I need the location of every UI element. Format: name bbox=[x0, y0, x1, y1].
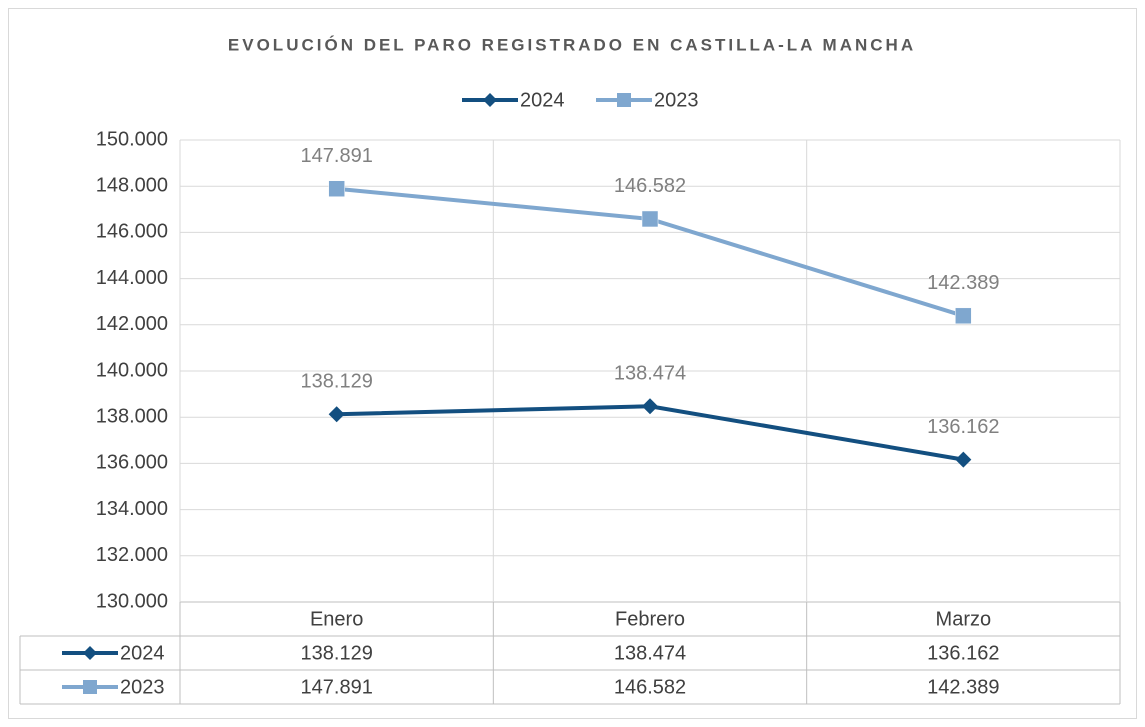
data-label: 146.582 bbox=[614, 175, 686, 197]
x-tick-label: Enero bbox=[310, 608, 363, 630]
table-cell: 147.891 bbox=[301, 676, 373, 698]
marker bbox=[955, 307, 972, 325]
table-series-name: 2024 bbox=[120, 642, 165, 664]
chart-border bbox=[8, 8, 1137, 719]
x-tick-label: Febrero bbox=[615, 608, 685, 630]
table-cell: 142.389 bbox=[927, 676, 999, 698]
marker bbox=[641, 210, 659, 228]
y-tick-label: 134.000 bbox=[96, 498, 168, 520]
table-cell: 146.582 bbox=[614, 676, 686, 698]
y-tick-label: 130.000 bbox=[96, 590, 168, 612]
y-tick-label: 150.000 bbox=[96, 128, 168, 150]
y-tick-label: 148.000 bbox=[96, 174, 168, 196]
y-tick-label: 138.000 bbox=[96, 405, 168, 427]
x-tick-label: Marzo bbox=[936, 608, 992, 630]
data-label: 147.891 bbox=[301, 145, 373, 167]
legend-marker bbox=[83, 646, 97, 660]
table-cell: 136.162 bbox=[927, 642, 999, 664]
y-tick-label: 140.000 bbox=[96, 359, 168, 381]
y-tick-label: 132.000 bbox=[96, 544, 168, 566]
data-label: 136.162 bbox=[927, 416, 999, 438]
marker bbox=[328, 406, 345, 423]
table-cell: 138.474 bbox=[614, 642, 686, 664]
legend-marker bbox=[83, 680, 97, 694]
chart-title: EVOLUCIÓN DEL PARO REGISTRADO EN CASTILL… bbox=[228, 35, 916, 54]
marker bbox=[955, 451, 972, 468]
legend-marker bbox=[483, 93, 497, 107]
marker bbox=[642, 398, 658, 415]
table-cell: 138.129 bbox=[301, 642, 373, 664]
y-tick-label: 146.000 bbox=[96, 221, 168, 243]
y-tick-label: 136.000 bbox=[96, 452, 168, 474]
table-series-name: 2023 bbox=[120, 676, 165, 698]
data-label: 142.389 bbox=[927, 272, 999, 294]
legend-marker bbox=[617, 93, 631, 107]
y-tick-label: 142.000 bbox=[96, 313, 168, 335]
data-label: 138.474 bbox=[614, 363, 686, 385]
legend-label: 2024 bbox=[520, 89, 565, 111]
data-label: 138.129 bbox=[301, 371, 373, 393]
y-tick-label: 144.000 bbox=[96, 267, 168, 289]
legend-label: 2023 bbox=[654, 89, 699, 111]
marker bbox=[328, 180, 345, 197]
